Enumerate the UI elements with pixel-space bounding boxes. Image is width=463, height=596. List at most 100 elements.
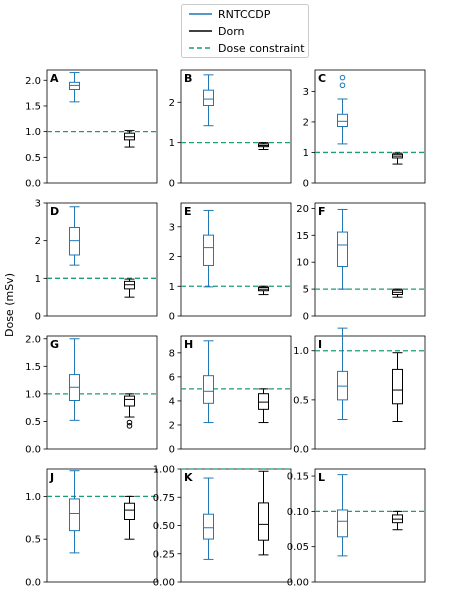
panel-c-dorn-box bbox=[392, 152, 403, 165]
legend-label-rntccdp: RNTCCDP bbox=[218, 8, 271, 21]
panel-l-rntccdp-iqr-rect bbox=[337, 509, 348, 538]
panel-k-frame bbox=[180, 468, 292, 583]
panel-k-ytick-label: 0.75 bbox=[153, 493, 175, 504]
panel-a-ytick-label: 2.0 bbox=[25, 76, 41, 87]
panel-g-ytick-label: 1.0 bbox=[25, 389, 41, 400]
panel-b-letter: B bbox=[184, 72, 192, 85]
panel-c-rntccdp-box bbox=[337, 74, 348, 145]
panel-f-rntccdp-box bbox=[337, 208, 348, 290]
panel-g-ytick-label: 2.0 bbox=[25, 334, 41, 345]
panel-k-ytick-label: 0.25 bbox=[153, 549, 175, 560]
panel-d-ytick-label: 1 bbox=[35, 274, 41, 285]
panel-e-ytick-label: 3 bbox=[169, 222, 175, 233]
panel-j-letter: J bbox=[49, 471, 54, 484]
panel-h-ytick-label: 0 bbox=[169, 445, 175, 456]
panel-a-ytick-label: 0.5 bbox=[25, 153, 41, 164]
panel-i-ytick-label: 1.0 bbox=[293, 346, 309, 357]
panel-c-ytick-label: 3 bbox=[303, 87, 309, 98]
panel-j-ytick-label: 0.5 bbox=[25, 535, 41, 546]
panel-d-dorn-box bbox=[124, 278, 135, 298]
panel-d-ytick-label: 3 bbox=[35, 199, 41, 210]
panel-h-rntccdp-box bbox=[203, 340, 214, 424]
panel-c-rntccdp-outlier bbox=[339, 82, 346, 89]
panel-i-dorn-box bbox=[392, 352, 403, 422]
panel-g-letter: G bbox=[50, 338, 59, 351]
panel-h-ytick-label: 2 bbox=[169, 420, 175, 431]
panel-f-frame bbox=[314, 202, 426, 317]
panel-j-dorn-iqr-rect bbox=[124, 502, 135, 521]
panel-b-ytick-label: 1 bbox=[169, 138, 175, 149]
panel-d-ytick-label: 0 bbox=[35, 312, 41, 323]
panel-g-rntccdp-box bbox=[69, 338, 80, 421]
panel-c-frame bbox=[314, 69, 426, 184]
panel-e-ytick-label: 2 bbox=[169, 252, 175, 263]
panel-g-ytick-label: 0.0 bbox=[25, 445, 41, 456]
panel-e-frame bbox=[180, 202, 292, 317]
panel-k-letter: K bbox=[184, 471, 193, 484]
panel-c-ytick-label: 1 bbox=[303, 148, 309, 159]
panel-b-ytick-label: 2 bbox=[169, 98, 175, 109]
panel-j-frame bbox=[46, 468, 158, 583]
panel-a-rntccdp-iqr-rect bbox=[69, 81, 80, 91]
panel-d-ytick-label: 2 bbox=[35, 236, 41, 247]
panel-i-dorn-iqr-rect bbox=[392, 368, 403, 405]
panel-f: 0 5 10 15 20 F bbox=[296, 202, 426, 323]
legend: RNTCCDP Dorn Dose constraint bbox=[181, 4, 309, 58]
panel-i: 0.0 0.5 1.0 I bbox=[293, 327, 426, 456]
panel-c-ytick-label: 2 bbox=[303, 117, 309, 128]
panel-l-ytick-label: 0.15 bbox=[287, 472, 309, 483]
panel-h-dorn-iqr-rect bbox=[258, 393, 269, 410]
legend-frame bbox=[181, 4, 309, 58]
panel-d-rntccdp-iqr-rect bbox=[69, 226, 80, 256]
panel-k-rntccdp-iqr-rect bbox=[203, 513, 214, 540]
panel-l-ytick-label: 0.00 bbox=[287, 578, 309, 589]
panel-l-letter: L bbox=[318, 471, 325, 484]
panel-c-letter: C bbox=[318, 72, 326, 85]
panel-a-ytick-label: 1.5 bbox=[25, 101, 41, 112]
legend-label-dose-constraint: Dose constraint bbox=[218, 42, 305, 55]
panel-k-ytick-label: 0.00 bbox=[153, 578, 175, 589]
panel-f-ytick-label: 10 bbox=[296, 258, 309, 269]
panel-h: 0 2 4 6 8H bbox=[169, 335, 292, 456]
panel-j-rntccdp-iqr-rect bbox=[69, 498, 80, 532]
panel-e-rntccdp-iqr-rect bbox=[203, 234, 214, 266]
panel-g-ytick-label: 0.5 bbox=[25, 417, 41, 428]
panel-l-rntccdp-box bbox=[337, 474, 348, 557]
panel-e: 0 1 2 3E bbox=[169, 202, 292, 323]
panel-l-ytick-label: 0.10 bbox=[287, 507, 309, 518]
panel-k-ytick-label: 0.50 bbox=[153, 521, 175, 532]
panel-f-ytick-label: 20 bbox=[296, 204, 309, 215]
y-axis-label: Dose (mSv) bbox=[3, 273, 16, 337]
panel-a-rntccdp-box bbox=[69, 72, 80, 103]
panel-f-ytick-label: 0 bbox=[303, 312, 309, 323]
panel-h-ytick-label: 8 bbox=[169, 348, 175, 359]
panel-h-ytick-label: 6 bbox=[169, 372, 175, 383]
panel-h-dorn-box bbox=[258, 388, 269, 424]
panel-e-dorn-box bbox=[258, 285, 269, 296]
panel-b-dorn-box bbox=[258, 142, 269, 151]
panel-a: 0.0 0.5 1.0 1.5 2.0 A bbox=[25, 69, 158, 190]
panel-j-ytick-label: 1.0 bbox=[25, 492, 41, 503]
panel-k-rntccdp-box bbox=[203, 477, 214, 560]
panel-j-dorn-box bbox=[124, 495, 135, 540]
panel-f-rntccdp-iqr-rect bbox=[337, 231, 348, 267]
panel-b-rntccdp-iqr-rect bbox=[203, 89, 214, 107]
panel-k-dorn-iqr-rect bbox=[258, 502, 269, 541]
panels: 0.00.51.01.52.0 A012B0123C0123D0123E05101… bbox=[25, 69, 426, 589]
panel-f-ytick-label: 5 bbox=[303, 285, 309, 296]
panel-h-rntccdp-iqr-rect bbox=[203, 375, 214, 404]
panel-c: 0 1 2 3C bbox=[303, 69, 426, 190]
panel-c-rntccdp-outlier bbox=[339, 74, 346, 81]
panel-a-ytick-label: 0.0 bbox=[25, 179, 41, 190]
panel-a-letter: A bbox=[50, 72, 59, 85]
panel-e-ytick-label: 1 bbox=[169, 282, 175, 293]
panel-l-dorn-box bbox=[392, 510, 403, 531]
panel-k-dorn-box bbox=[258, 470, 269, 556]
panel-e-rntccdp-box bbox=[203, 209, 214, 288]
panel-h-ytick-label: 4 bbox=[169, 396, 175, 407]
panel-b: 0 1 2 B bbox=[169, 69, 292, 190]
panel-g-dorn-iqr-rect bbox=[124, 395, 135, 407]
panel-i-rntccdp-box bbox=[337, 327, 348, 421]
panel-g-dorn-outlier bbox=[126, 419, 133, 426]
